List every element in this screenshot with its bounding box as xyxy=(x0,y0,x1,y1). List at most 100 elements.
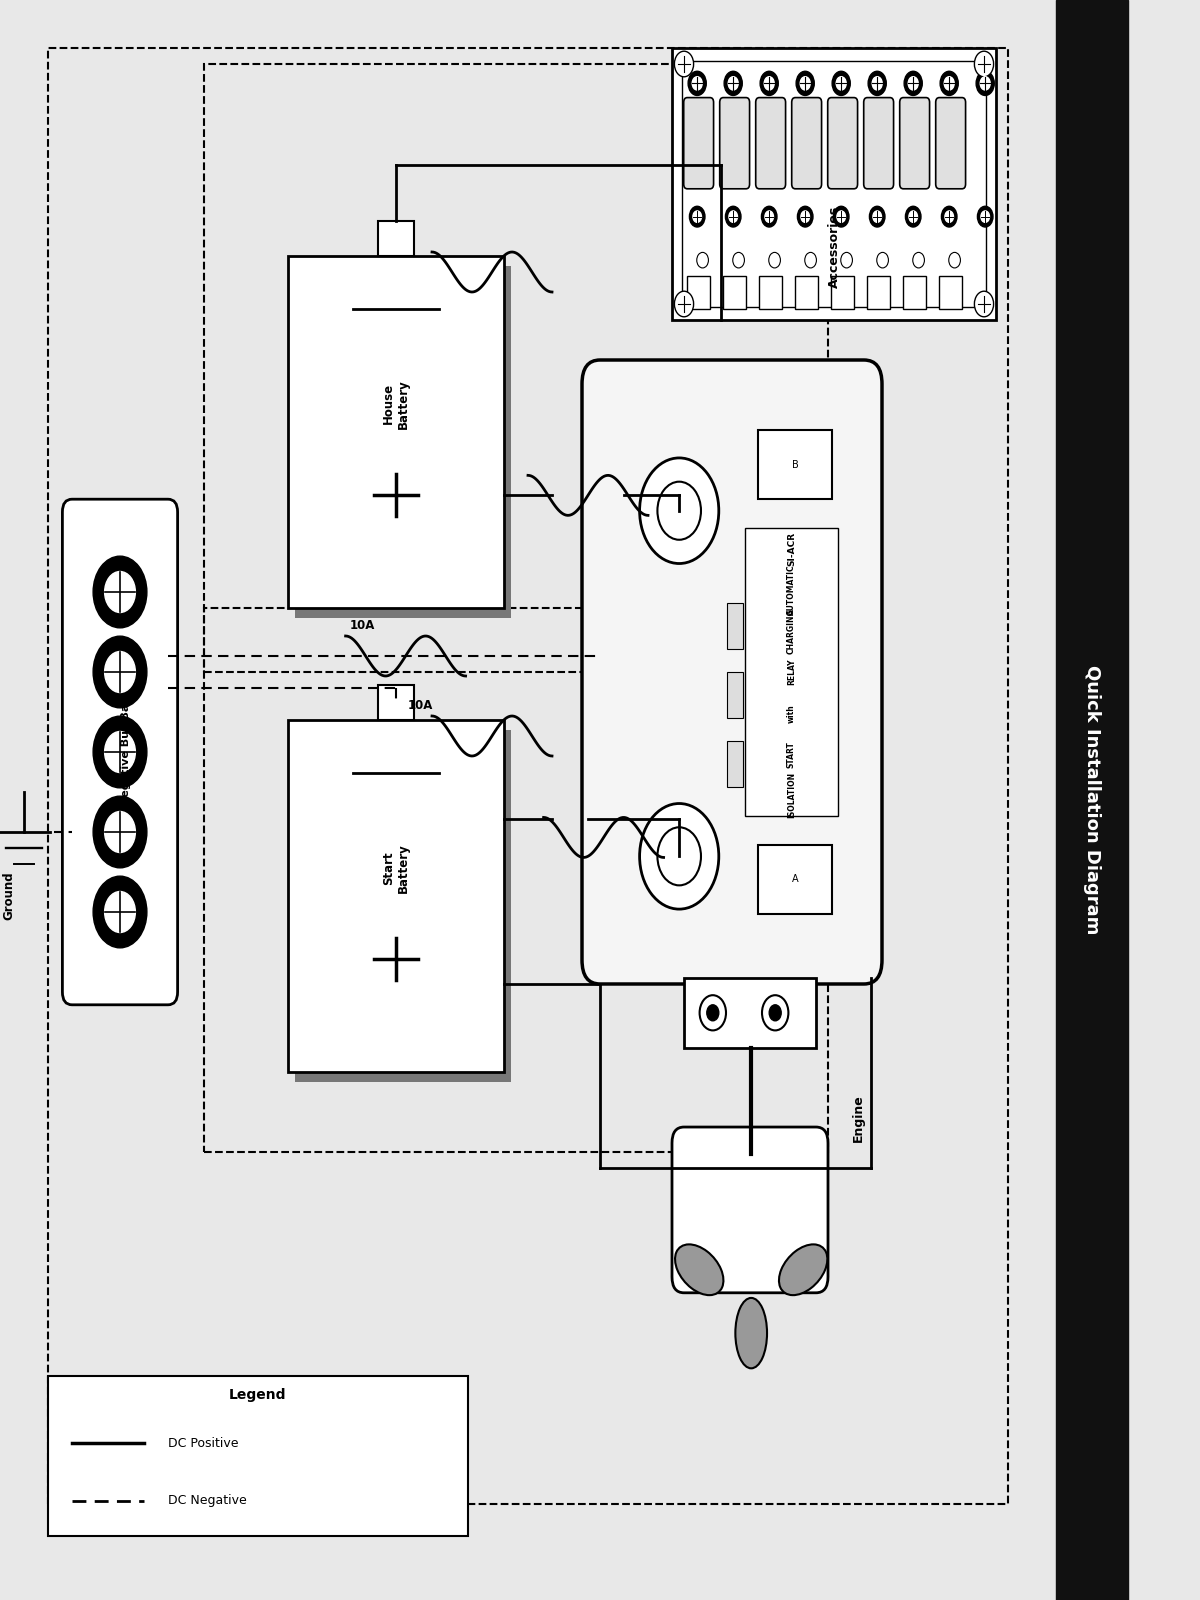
FancyBboxPatch shape xyxy=(672,1126,828,1293)
Circle shape xyxy=(94,877,146,947)
Circle shape xyxy=(796,72,815,96)
Circle shape xyxy=(104,811,136,853)
Circle shape xyxy=(707,1005,719,1021)
Bar xyxy=(682,61,986,307)
Text: 10A: 10A xyxy=(407,699,433,712)
Circle shape xyxy=(908,77,918,90)
Bar xyxy=(295,730,511,1082)
Circle shape xyxy=(942,206,956,227)
Circle shape xyxy=(832,72,851,96)
Circle shape xyxy=(836,211,846,222)
Bar xyxy=(760,277,782,309)
Bar xyxy=(727,741,743,787)
Text: START: START xyxy=(787,741,796,768)
Ellipse shape xyxy=(736,1298,767,1368)
Bar xyxy=(378,685,414,720)
Bar xyxy=(48,48,1008,1504)
Text: RELAY: RELAY xyxy=(787,659,796,685)
Text: Start
Battery: Start Battery xyxy=(382,843,410,893)
Circle shape xyxy=(870,206,884,227)
Circle shape xyxy=(872,77,882,90)
Circle shape xyxy=(800,77,810,90)
Text: A: A xyxy=(792,874,799,885)
FancyBboxPatch shape xyxy=(936,98,966,189)
Circle shape xyxy=(944,211,954,222)
Circle shape xyxy=(726,206,740,227)
Circle shape xyxy=(798,206,812,227)
Text: SI-ACR: SI-ACR xyxy=(787,531,796,566)
FancyBboxPatch shape xyxy=(756,98,786,189)
Bar xyxy=(684,978,816,1048)
Ellipse shape xyxy=(779,1245,827,1294)
FancyBboxPatch shape xyxy=(900,98,930,189)
Circle shape xyxy=(944,77,954,90)
Circle shape xyxy=(94,797,146,867)
Text: Negative Bus Bar: Negative Bus Bar xyxy=(121,698,131,806)
Bar xyxy=(204,64,828,672)
Text: DC Negative: DC Negative xyxy=(168,1494,247,1507)
Circle shape xyxy=(906,206,920,227)
Bar xyxy=(288,720,504,1072)
Circle shape xyxy=(872,211,882,222)
Bar xyxy=(288,256,504,608)
Circle shape xyxy=(658,827,701,885)
FancyBboxPatch shape xyxy=(720,98,750,189)
Bar xyxy=(758,845,833,914)
Circle shape xyxy=(94,557,146,627)
Circle shape xyxy=(762,206,776,227)
Bar xyxy=(727,603,743,650)
Circle shape xyxy=(764,77,774,90)
Circle shape xyxy=(728,77,738,90)
Circle shape xyxy=(769,1005,781,1021)
Bar xyxy=(832,277,854,309)
Circle shape xyxy=(908,211,918,222)
Circle shape xyxy=(834,206,848,227)
Circle shape xyxy=(800,211,810,222)
Bar xyxy=(1056,0,1128,1600)
Circle shape xyxy=(974,51,994,77)
Circle shape xyxy=(805,253,816,267)
Circle shape xyxy=(877,253,888,267)
Circle shape xyxy=(769,253,780,267)
Circle shape xyxy=(674,291,694,317)
Bar xyxy=(758,430,833,499)
Circle shape xyxy=(760,72,779,96)
Circle shape xyxy=(94,637,146,707)
Circle shape xyxy=(940,72,959,96)
FancyBboxPatch shape xyxy=(792,98,822,189)
Circle shape xyxy=(640,458,719,563)
Circle shape xyxy=(94,717,146,787)
Text: Engine: Engine xyxy=(852,1094,865,1142)
Circle shape xyxy=(980,77,990,90)
Circle shape xyxy=(980,211,990,222)
FancyBboxPatch shape xyxy=(582,360,882,984)
Bar xyxy=(904,277,926,309)
Text: Legend: Legend xyxy=(229,1389,287,1402)
Text: 10A: 10A xyxy=(349,619,376,632)
Circle shape xyxy=(949,253,960,267)
Text: DC Positive: DC Positive xyxy=(168,1437,239,1450)
Bar xyxy=(378,221,414,256)
Bar xyxy=(727,672,743,718)
Circle shape xyxy=(690,206,704,227)
Circle shape xyxy=(104,891,136,933)
Text: Quick Installation Diagram: Quick Installation Diagram xyxy=(1084,666,1102,934)
Circle shape xyxy=(728,211,738,222)
Bar xyxy=(745,528,838,816)
Circle shape xyxy=(640,803,719,909)
FancyBboxPatch shape xyxy=(864,98,894,189)
Bar xyxy=(724,277,746,309)
Text: ISOLATION: ISOLATION xyxy=(787,773,796,819)
Circle shape xyxy=(692,211,702,222)
Bar xyxy=(940,277,962,309)
Circle shape xyxy=(658,482,701,539)
Text: with: with xyxy=(787,704,796,723)
Circle shape xyxy=(978,206,992,227)
Circle shape xyxy=(836,77,846,90)
Ellipse shape xyxy=(676,1245,724,1294)
Text: B: B xyxy=(792,459,799,470)
Text: House
Battery: House Battery xyxy=(382,379,410,429)
Circle shape xyxy=(764,211,774,222)
Text: Accessories: Accessories xyxy=(828,206,840,288)
Circle shape xyxy=(974,291,994,317)
